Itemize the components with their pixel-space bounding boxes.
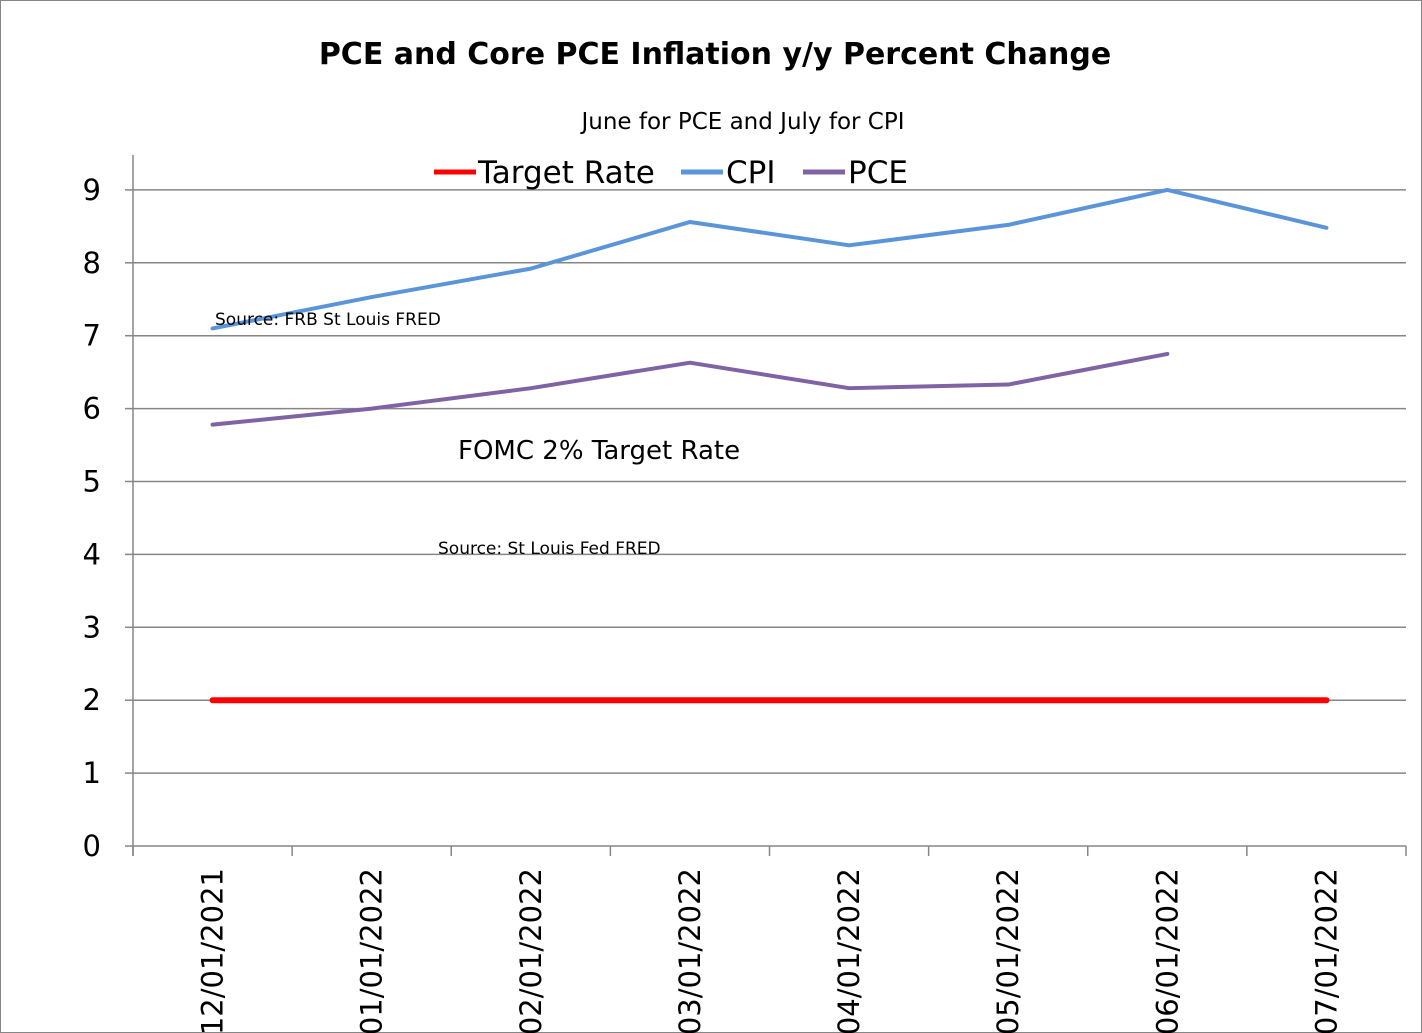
x-tick-label-4: 04/01/2022	[832, 868, 866, 1033]
y-tick-labels: 0 1 2 3 4 5 6 7 8 9	[83, 173, 101, 863]
series-line-pce	[210, 351, 1170, 427]
legend-label-target-rate: Target Rate	[477, 155, 655, 191]
annotation-source-fed: Source: St Louis Fed FRED	[438, 539, 661, 559]
x-tick-label-5: 05/01/2022	[991, 868, 1025, 1033]
x-tick-label-3: 03/01/2022	[673, 868, 707, 1033]
y-tick-label-1: 1	[83, 756, 101, 790]
axes	[125, 155, 1407, 856]
y-tick-label-8: 8	[83, 246, 101, 280]
series-line-cpi	[210, 187, 1329, 331]
annotation-source-fred: Source: FRB St Louis FRED	[215, 310, 441, 330]
y-tick-label-0: 0	[83, 829, 101, 863]
annotation-fomc-target: FOMC 2% Target Rate	[458, 436, 740, 466]
x-tick-label-1: 01/01/2022	[355, 868, 389, 1033]
y-tick-label-9: 9	[83, 173, 101, 207]
x-tick-labels: 12/01/2021 01/01/2022 02/01/2022 03/01/2022…	[196, 868, 1344, 1033]
x-tick-label-0: 12/01/2021	[196, 868, 230, 1033]
chart-subtitle: June for PCE and July for CPI	[579, 109, 904, 135]
y-tick-label-3: 3	[83, 610, 101, 644]
series-lines	[209, 187, 1330, 704]
legend-label-pce: PCE	[848, 155, 908, 191]
y-tick-label-7: 7	[83, 319, 101, 353]
legend-label-cpi: CPI	[726, 155, 775, 191]
gridlines	[133, 189, 1406, 774]
y-tick-label-4: 4	[83, 537, 101, 571]
legend: Target Rate CPI PCE	[434, 155, 908, 191]
y-tick-label-5: 5	[83, 465, 101, 499]
chart-title: PCE and Core PCE Inflation y/y Percent C…	[319, 37, 1111, 72]
y-tick-label-6: 6	[83, 392, 101, 426]
x-tick-label-2: 02/01/2022	[514, 868, 548, 1033]
y-tick-label-2: 2	[83, 683, 101, 717]
x-tick-label-7: 07/01/2022	[1309, 868, 1343, 1033]
x-tick-label-6: 06/01/2022	[1150, 868, 1184, 1033]
